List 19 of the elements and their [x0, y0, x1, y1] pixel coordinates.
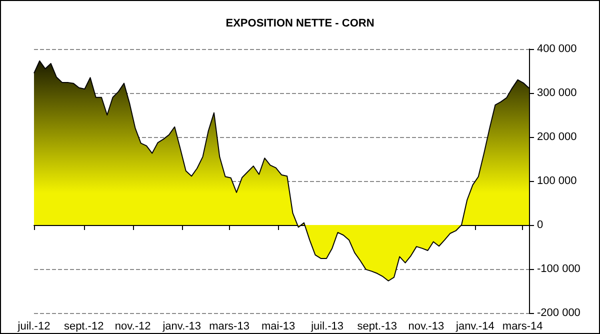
y-tick-label: 200 000 — [537, 131, 577, 143]
x-tick-label: juil.-13 — [310, 320, 344, 332]
x-tick-label: sept.-12 — [64, 320, 104, 332]
y-tick-label: 0 — [537, 219, 544, 231]
y-tick-label: 100 000 — [537, 175, 577, 187]
x-tick-label: mars-13 — [209, 320, 250, 332]
x-tick-label: janv.-13 — [162, 320, 202, 332]
chart-title: EXPOSITION NETTE - CORN — [226, 18, 374, 30]
x-tick-label: nov.-13 — [408, 320, 444, 332]
y-tick-label: 400 000 — [537, 43, 577, 55]
x-tick-label: janv.-14 — [454, 320, 494, 332]
x-tick-label: nov.-12 — [114, 320, 151, 332]
y-tick-label: 300 000 — [537, 87, 577, 99]
x-tick-label: juil.-12 — [16, 320, 50, 332]
y-tick-label: -100 000 — [537, 263, 580, 275]
y-tick-label: -200 000 — [537, 307, 580, 319]
x-tick-label: sept.-13 — [357, 320, 397, 332]
x-tick-label: mars-14 — [502, 320, 543, 332]
x-tick-label: mai-13 — [261, 320, 296, 332]
